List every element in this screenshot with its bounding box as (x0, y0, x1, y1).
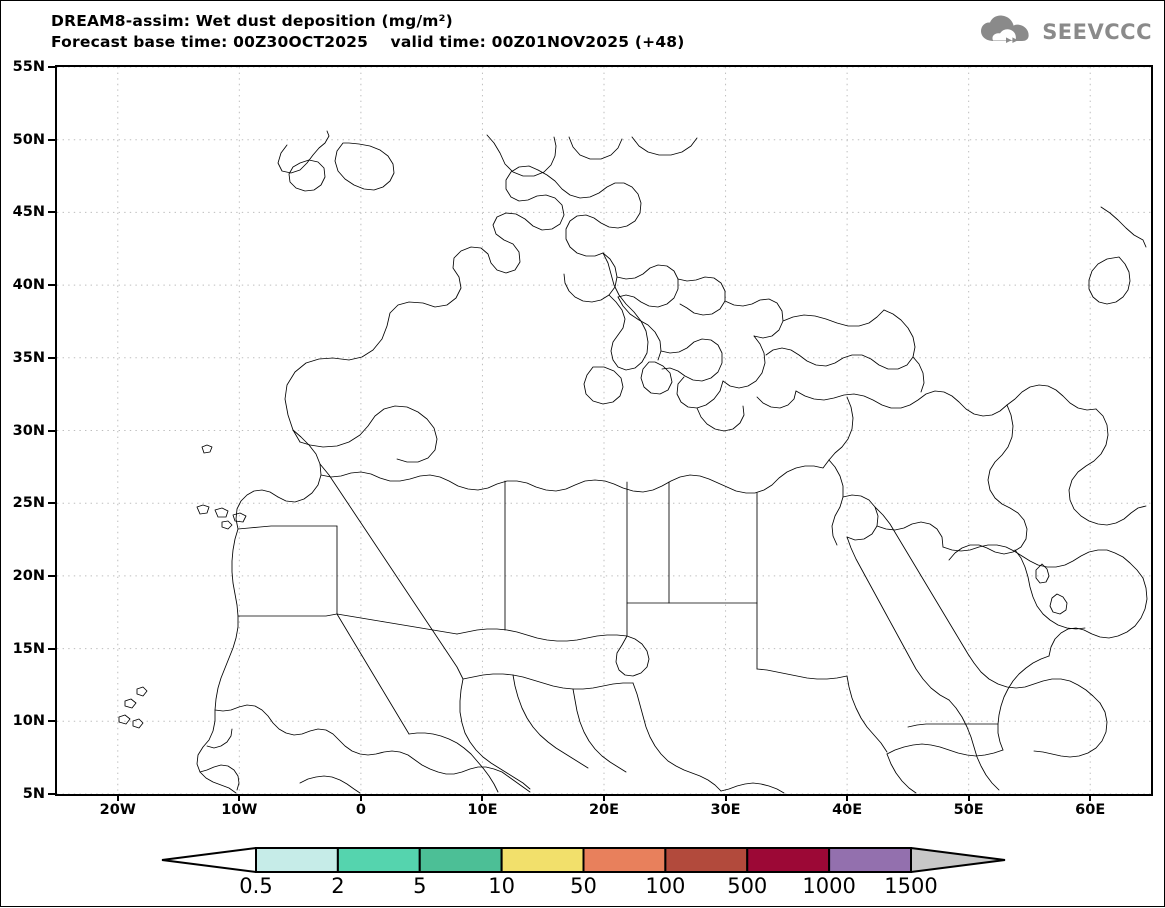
y-axis-label: 30N (12, 422, 45, 439)
y-axis-tick (48, 793, 55, 795)
colorbar-segment (828, 847, 912, 873)
y-axis-label: 45N (12, 204, 45, 221)
colorbar-tick-label: 1000 (802, 874, 856, 898)
colorbar-segment (582, 847, 667, 873)
y-axis-tick (48, 647, 55, 650)
map-gridlines (57, 67, 1151, 794)
map-svg (57, 67, 1151, 794)
y-axis-tick (48, 284, 55, 287)
colorbar[interactable] (161, 847, 1006, 873)
x-axis-tick (967, 794, 970, 801)
x-axis-tick (359, 794, 362, 801)
y-axis-label: 20N (12, 567, 45, 584)
y-axis-tick (48, 356, 55, 359)
y-axis-tick (48, 66, 55, 68)
colorbar-tick-label: 5 (413, 874, 427, 898)
colorbar-segment (418, 847, 503, 873)
y-axis-label: 10N (12, 713, 45, 730)
x-axis-label: 10W (221, 802, 258, 818)
page-title: DREAM8-assim: Wet dust deposition (mg/m²… (51, 12, 453, 30)
y-axis-tick (48, 211, 55, 214)
seevccc-logo: SEEVCCC (980, 15, 1152, 49)
x-axis-tick (724, 794, 727, 801)
x-axis-tick (603, 794, 605, 801)
y-axis-label: 55N (12, 59, 45, 75)
chart-title-block: DREAM8-assim: Wet dust deposition (mg/m²… (51, 11, 685, 53)
x-axis-label: 10E (467, 802, 498, 818)
x-axis-tick (846, 794, 849, 801)
logo-text: SEEVCCC (1042, 20, 1152, 44)
colorbar-tick-label: 100 (645, 874, 686, 898)
y-axis-label: 5N (22, 786, 45, 802)
colorbar-segment (746, 847, 831, 873)
y-axis-label: 15N (12, 640, 45, 657)
forecast-time-subtitle: Forecast base time: 00Z30OCT2025 valid t… (51, 32, 685, 51)
colorbar-segment (336, 847, 421, 873)
y-axis-label: 40N (12, 277, 45, 294)
colorbar-tick-label: 2 (331, 874, 345, 898)
x-axis-label: 30E (710, 802, 741, 818)
x-axis-label: 40E (832, 802, 863, 818)
map-plot-area[interactable] (55, 65, 1153, 796)
colorbar-tick-label: 500 (727, 874, 768, 898)
x-axis-label: 60E (1075, 802, 1106, 818)
x-axis-label: 50E (953, 802, 984, 818)
colorbar-segment (500, 847, 585, 873)
cloud-icon (980, 15, 1036, 49)
x-axis-tick (1089, 794, 1092, 801)
colorbar-swatches (161, 847, 1006, 873)
x-axis-tick (238, 794, 241, 801)
y-axis-label: 35N (12, 349, 45, 366)
y-axis-label: 25N (12, 495, 45, 512)
y-axis-tick (48, 429, 55, 432)
x-axis-label: 20W (99, 802, 136, 818)
x-axis-label: 20E (588, 802, 620, 818)
colorbar-tick-label: 0.5 (239, 874, 273, 898)
y-axis-tick (48, 502, 55, 505)
colorbar-segment (664, 847, 749, 873)
x-axis-tick (481, 794, 484, 801)
colorbar-segment (255, 847, 339, 873)
y-axis-label: 50N (12, 131, 45, 148)
y-axis-tick (48, 138, 55, 141)
y-axis-tick (48, 720, 55, 723)
colorbar-over-arrow (910, 847, 1006, 873)
colorbar-tick-label: 50 (570, 874, 597, 898)
y-axis-tick (48, 574, 55, 577)
colorbar-tick-label: 1500 (884, 874, 938, 898)
x-axis-tick (116, 794, 119, 801)
colorbar-under-arrow (161, 847, 257, 873)
colorbar-tick-label: 10 (488, 874, 515, 898)
x-axis-label: 0 (355, 802, 366, 818)
map-geography (118, 130, 1148, 794)
